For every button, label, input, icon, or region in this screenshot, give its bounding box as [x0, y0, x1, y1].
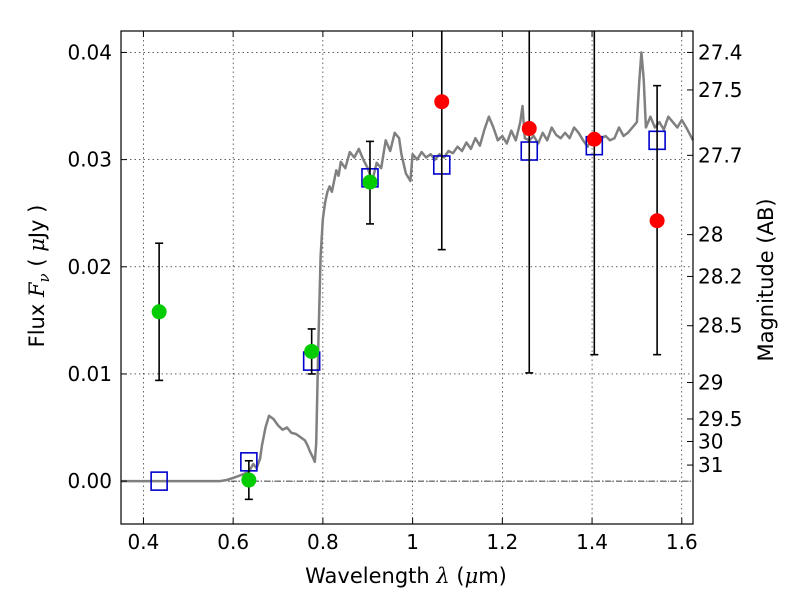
observed-point-red: [586, 131, 602, 147]
observed-point-red: [434, 94, 450, 110]
plot-frame: [120, 30, 694, 525]
y-axis-label-symbol: F: [25, 281, 49, 298]
x-axis-label-unit-symbol: μ: [465, 564, 479, 588]
observed-point-green: [151, 304, 167, 320]
x-tick-label: 1.4: [576, 530, 608, 554]
y-axis-label-subscript: ν: [35, 273, 53, 282]
x-axis-label-suffix: (: [450, 564, 465, 588]
observed-point-green: [304, 343, 320, 359]
magnitude-tick-label: 27.4: [698, 40, 743, 64]
y-tick-label: 0.03: [67, 148, 112, 172]
axis-ticks: 0.4 0.6 0.8 1 1.2 1.4 1.6 0.00 0.01 0.02 0.03 0.04 2…: [67, 31, 743, 554]
magnitude-tick-label: 29.5: [698, 407, 743, 431]
plot-area: [121, 31, 695, 501]
y-axis-label-unit-symbol: μ: [25, 238, 49, 252]
magnitude-tick-label: 28: [698, 223, 723, 247]
x-tick-label: 1.2: [486, 530, 518, 554]
y-axis-label-middle: (: [25, 252, 49, 274]
observed-point-red: [649, 213, 665, 229]
y-tick-label: 0.00: [67, 469, 112, 493]
magnitude-tick-label: 28.2: [698, 264, 743, 288]
x-axis-label-unit: m): [478, 564, 507, 588]
model-flux-square: [150, 471, 168, 491]
y2-axis-label: Magnitude (AB): [754, 198, 778, 361]
observed-point-green: [362, 174, 378, 190]
magnitude-tick-label: 30: [698, 429, 723, 453]
y-axis-label: Flux Fν ( μJy ): [25, 205, 53, 348]
x-axis-label-prefix: Wavelength: [305, 564, 436, 588]
y-axis-label-unit: Jy ): [25, 205, 49, 241]
magnitude-tick-label: 27.5: [698, 78, 743, 102]
y-tick-label: 0.04: [67, 40, 112, 64]
grid: [121, 31, 693, 524]
magnitude-tick-label: 27.7: [698, 143, 743, 167]
y-tick-label: 0.01: [67, 362, 112, 386]
observed-point-red: [521, 121, 537, 137]
x-tick-label: 0.6: [217, 530, 249, 554]
observed-point-green: [241, 472, 257, 488]
y-tick-label: 0.02: [67, 255, 112, 279]
magnitude-tick-label: 28.5: [698, 314, 743, 338]
template-spectrum-line: [121, 51, 695, 483]
x-axis-label-symbol: λ: [435, 564, 449, 588]
x-axis-label: Wavelength λ (μm): [305, 564, 507, 588]
x-tick-label: 1: [406, 530, 419, 554]
x-tick-label: 1.6: [666, 530, 698, 554]
magnitude-tick-label: 31: [698, 453, 723, 477]
x-tick-label: 0.4: [128, 530, 160, 554]
y-axis-label-prefix: Flux: [25, 297, 49, 347]
magnitude-tick-label: 29: [698, 371, 723, 395]
x-tick-label: 0.8: [307, 530, 339, 554]
